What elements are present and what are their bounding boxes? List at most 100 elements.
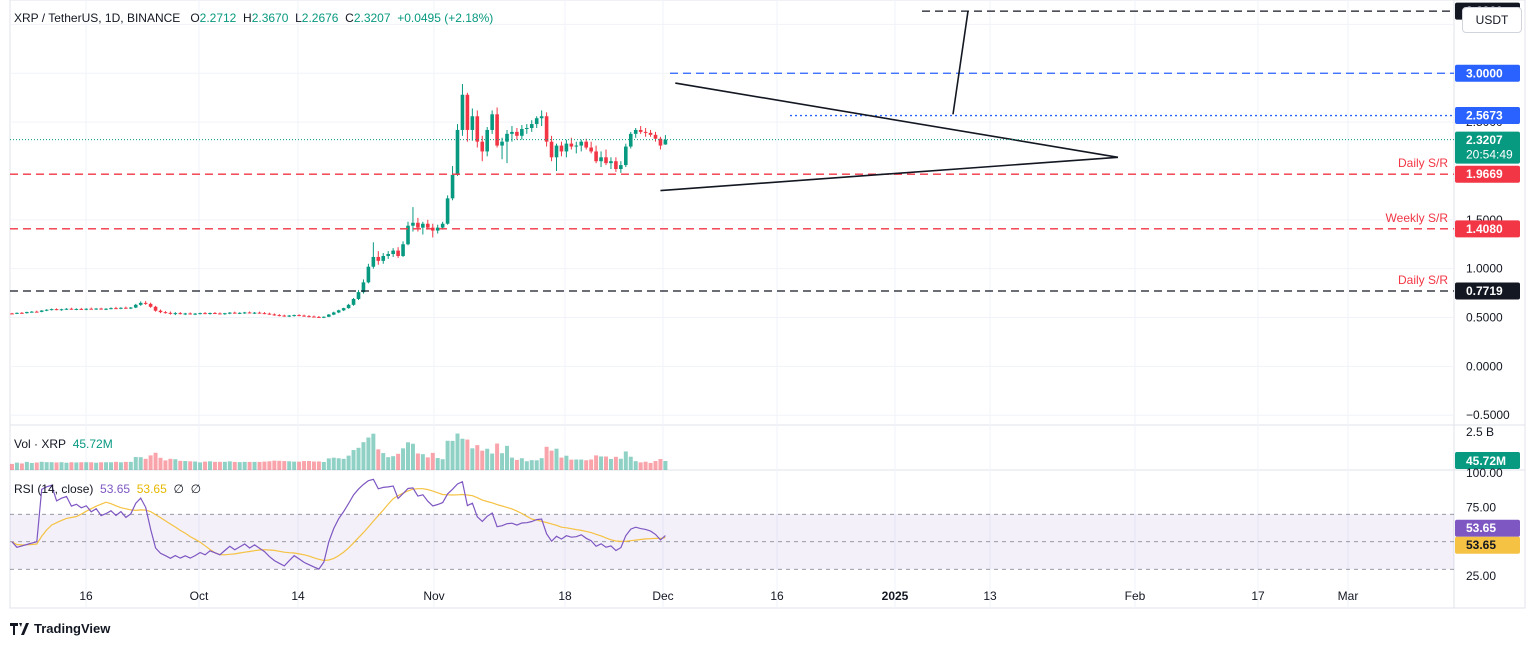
volume-bar [163,460,168,470]
candle [480,135,485,162]
candle [252,312,257,315]
volume-bar [29,462,34,470]
candle [455,124,460,176]
high-label: H [243,11,252,25]
candle [178,312,183,315]
candle-body [465,94,470,130]
volume-bar [128,461,133,470]
candle-body [510,131,514,134]
volume-bar [153,452,158,470]
rsi-ma-value: 53.65 [136,482,167,496]
candle-body [480,141,485,152]
candle [25,311,29,314]
candle [435,224,440,234]
time-tick-label: 14 [291,589,305,603]
candle [331,311,336,316]
candle-body [272,314,277,316]
volume-bar [658,459,663,470]
candle [307,315,311,318]
time-tick-label: 16 [79,589,93,603]
candle-body [371,256,376,267]
volume-bar [222,461,227,470]
candle [475,110,480,148]
candle-body [614,161,618,170]
candle [317,315,321,318]
volume-bar [356,447,361,470]
volume-bar [10,463,14,470]
volume-bar [49,462,54,470]
tradingview-logo[interactable]: TradingView [10,621,110,636]
volume-label: Vol · XRP [14,437,67,451]
time-tick-label: Oct [190,589,209,603]
candle [272,313,277,316]
candle [20,312,24,314]
volume-bar [212,461,217,470]
candle [124,306,128,309]
candle-body [148,303,153,307]
volume-bar [14,462,19,470]
volume-bar [267,461,272,470]
candle [351,297,356,306]
time-tick-label: Dec [652,589,673,603]
time-tick-label: 18 [558,589,572,603]
volume-bar [232,461,237,470]
volume-bar [282,461,287,470]
candle-body [74,308,79,310]
candle-body [346,304,351,309]
price-tag-value: 0.7719 [1466,284,1503,298]
volume-bar [495,443,500,470]
branding-label: TradingView [34,621,111,636]
candle [520,125,524,140]
candle-body [223,313,227,315]
currency-button[interactable]: USDT [1462,7,1522,33]
candle-body [401,244,405,256]
candle [158,309,163,314]
volume-bar [302,461,307,470]
volume-bar [321,461,326,470]
rsi-tag-value: 53.65 [1466,521,1496,535]
volume-bar [183,460,188,470]
volume-bar [574,459,579,470]
candle [34,310,39,313]
candle [277,314,282,317]
candle-body [500,141,504,146]
candle-body [188,313,192,315]
volume-bar [252,461,257,470]
candle-body [327,314,331,317]
candle [386,251,390,259]
candle-body [594,151,598,162]
candle-body [589,147,593,152]
candle [663,135,668,145]
rsi-tick-label: 75.00 [1466,500,1496,514]
candle [505,129,509,164]
candle-body [193,313,197,315]
volume-bar [79,462,84,470]
triangle-lower-line [660,156,1119,192]
candle [376,251,381,265]
volume-bar [208,461,212,470]
candle [525,124,529,134]
rsi-ma-tag-value: 53.65 [1466,538,1496,552]
volume-bar [613,456,618,470]
candle [302,314,306,317]
candle-body [455,129,460,175]
candle [257,311,262,314]
candle [465,92,470,142]
candle [500,137,504,160]
candle [39,310,44,313]
volume-bar [257,461,262,470]
candle [163,311,168,314]
candle-body [307,316,311,318]
volume-bar [113,461,118,470]
candle-body [505,133,509,142]
volume-bar [519,458,524,470]
volume-bar [559,457,564,470]
candle-body [653,134,658,139]
volume-bar [74,462,79,470]
volume-bar [311,461,316,470]
rsi-line [11,478,666,570]
candle-body [257,312,262,314]
candle [312,315,316,318]
candle [114,306,118,310]
